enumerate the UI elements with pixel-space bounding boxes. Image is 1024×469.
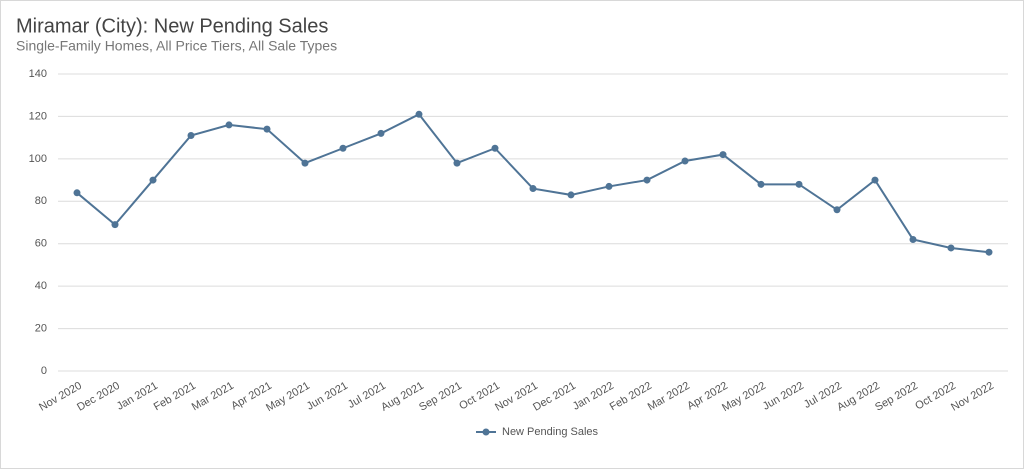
data-point xyxy=(719,151,727,159)
data-point xyxy=(985,248,993,256)
data-point xyxy=(149,176,157,184)
data-point xyxy=(529,185,537,193)
data-point xyxy=(453,159,461,167)
data-point xyxy=(795,180,803,188)
data-point xyxy=(909,235,917,243)
y-tick-label: 60 xyxy=(35,238,47,250)
data-point xyxy=(339,144,347,152)
data-point xyxy=(947,244,955,252)
y-tick-label: 40 xyxy=(35,280,47,292)
data-point xyxy=(681,157,689,165)
y-tick-label: 140 xyxy=(29,68,47,80)
data-point xyxy=(871,176,879,184)
legend-label: New Pending Sales xyxy=(502,426,599,438)
data-point xyxy=(491,144,499,152)
data-point xyxy=(187,132,195,140)
y-tick-label: 20 xyxy=(35,322,47,334)
legend-marker xyxy=(482,428,490,436)
data-point xyxy=(415,110,423,118)
data-point xyxy=(567,191,575,199)
data-point xyxy=(263,125,271,133)
y-tick-label: 100 xyxy=(29,153,47,165)
data-point xyxy=(73,189,81,197)
y-tick-label: 0 xyxy=(41,365,47,377)
data-point xyxy=(643,176,651,184)
data-point xyxy=(111,221,119,229)
y-tick-label: 120 xyxy=(29,110,47,122)
chart-subtitle: Single-Family Homes, All Price Tiers, Al… xyxy=(16,38,337,54)
data-point xyxy=(605,182,613,190)
data-point xyxy=(377,129,385,137)
data-point xyxy=(757,180,765,188)
data-point xyxy=(225,121,233,129)
chart-title: Miramar (City): New Pending Sales xyxy=(16,15,328,37)
data-point xyxy=(833,206,841,214)
data-point xyxy=(301,159,309,167)
y-tick-label: 80 xyxy=(35,195,47,207)
